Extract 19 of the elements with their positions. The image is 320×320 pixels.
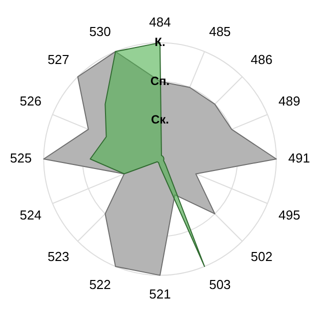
spoke-label: 484	[149, 14, 171, 30]
spoke-label: 525	[10, 150, 32, 166]
spoke-label: 523	[48, 249, 70, 264]
spoke-label: 524	[20, 207, 42, 222]
spoke-label: 530	[89, 24, 111, 40]
spoke-label: 491	[288, 150, 310, 166]
spoke-label: 489	[278, 94, 300, 109]
spoke-label: 503	[209, 276, 231, 292]
y-tick-label: К.	[154, 35, 166, 49]
spoke-label: 485	[209, 24, 231, 40]
spoke-label: 527	[48, 52, 70, 68]
spoke-label: 486	[250, 52, 272, 68]
spoke-label: 495	[278, 207, 300, 222]
spoke-label: 522	[89, 276, 111, 292]
y-tick-label: Ск.	[150, 112, 170, 127]
spoke-label: 502	[250, 249, 272, 264]
spoke-label: 521	[149, 286, 171, 302]
spoke-label: 526	[20, 94, 42, 109]
y-tick-label: Сп.	[150, 74, 170, 88]
